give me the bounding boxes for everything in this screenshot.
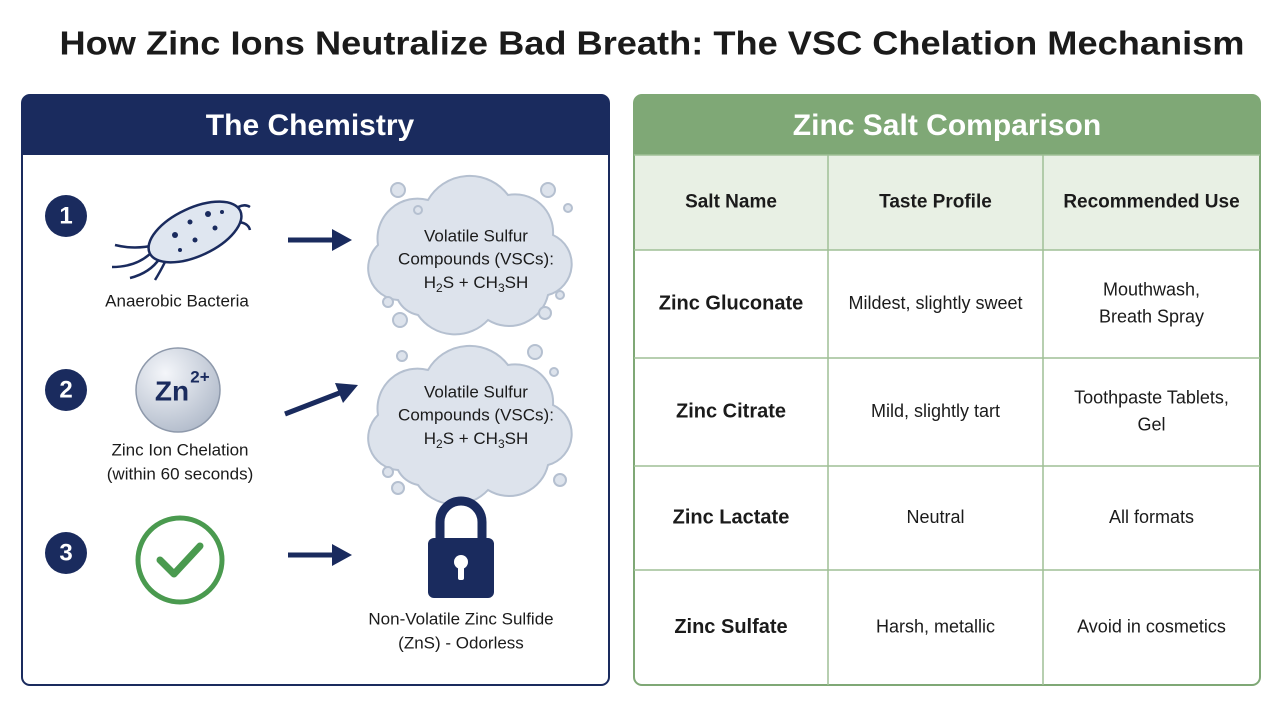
bacteria-icon xyxy=(111,200,252,281)
cloud-formula: H2S + CH3SH xyxy=(424,273,529,295)
table-cell: Harsh, metallic xyxy=(876,616,995,636)
salt-name: Zinc Citrate xyxy=(676,400,786,422)
subscript: 3 xyxy=(498,281,505,295)
table-cell: Mildest, slightly sweet xyxy=(848,293,1022,313)
subscript: 2 xyxy=(436,437,443,451)
salt-name: Zinc Gluconate xyxy=(659,292,803,314)
step-label: (within 60 seconds) xyxy=(107,464,253,483)
step-numbers: 1 2 3 xyxy=(45,195,87,574)
chemistry-heading: The Chemistry xyxy=(206,109,415,142)
cloud-text: Compounds (VSCs): xyxy=(398,405,554,424)
table-cell: Toothpaste Tablets, xyxy=(1074,387,1229,407)
check-icon xyxy=(135,515,225,605)
formula-part: H xyxy=(424,273,436,292)
cloud-text: Volatile Sulfur xyxy=(424,382,528,401)
step-number: 1 xyxy=(59,202,72,229)
zinc-symbol: Zn xyxy=(155,375,189,406)
zinc-charge: 2+ xyxy=(190,367,209,386)
column-header: Taste Profile xyxy=(879,192,992,213)
formula-part: S + CH xyxy=(443,429,498,448)
cloud-text: Volatile Sulfur xyxy=(424,226,528,245)
arrows xyxy=(284,229,358,566)
zinc-ion-icon xyxy=(135,347,221,433)
cloud-formula: H2S + CH3SH xyxy=(424,429,529,451)
chemistry-header xyxy=(22,95,609,155)
subscript: 2 xyxy=(436,281,443,295)
formula-part: H xyxy=(424,429,436,448)
step-number: 2 xyxy=(59,376,72,403)
column-header: Salt Name xyxy=(685,192,777,213)
table-cell: Neutral xyxy=(906,507,964,527)
table-cell: Avoid in cosmetics xyxy=(1077,616,1226,636)
step-number: 3 xyxy=(59,539,72,566)
comparison-heading: Zinc Salt Comparison xyxy=(793,109,1101,142)
step-label: Anaerobic Bacteria xyxy=(105,291,249,310)
formula-part: SH xyxy=(505,273,529,292)
table-header-bg xyxy=(635,155,1259,250)
cloud-text: Compounds (VSCs): xyxy=(398,249,554,268)
step-label: Non-Volatile Zinc Sulfide xyxy=(368,609,553,628)
step-label: (ZnS) - Odorless xyxy=(398,633,524,652)
cloud-icon xyxy=(367,174,573,506)
lock-icon xyxy=(428,496,494,598)
formula-part: S + CH xyxy=(443,273,498,292)
comparison-table: Salt Name Taste Profile Recommended Use Zin… xyxy=(634,154,1260,685)
salt-name: Zinc Sulfate xyxy=(674,616,787,638)
table-cell: All formats xyxy=(1109,507,1194,527)
table-cell: Mild, slightly tart xyxy=(871,401,1000,421)
table-cell: Gel xyxy=(1137,414,1165,434)
subscript: 3 xyxy=(498,437,505,451)
step-label: Zinc Ion Chelation xyxy=(111,440,248,459)
table-cell: Mouthwash, xyxy=(1103,279,1200,299)
page-title: How Zinc Ions Neutralize Bad Breath: The… xyxy=(60,25,1245,62)
column-header: Recommended Use xyxy=(1063,192,1239,213)
comparison-header xyxy=(634,95,1260,155)
formula-part: SH xyxy=(505,429,529,448)
salt-name: Zinc Lactate xyxy=(673,506,790,528)
table-cell: Breath Spray xyxy=(1099,306,1204,326)
